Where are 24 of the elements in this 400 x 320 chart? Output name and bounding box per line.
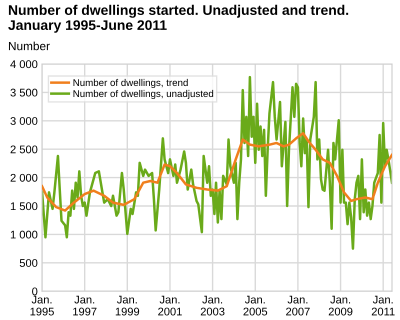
y-axis-title: Number — [8, 42, 50, 50]
legend-label: Number of dwellings, trend — [74, 78, 188, 88]
x-tick-label: Jan. 2011 — [372, 296, 395, 316]
y-tick-label: 1 500 — [10, 202, 38, 210]
x-tick-label: Jan. 2007 — [286, 296, 310, 316]
y-tick-label: 2 500 — [10, 145, 38, 154]
legend-label: Number of dwellings, unadjusted — [74, 90, 214, 99]
y-tick-label: 3 500 — [10, 88, 38, 97]
y-tick-label: 1 000 — [10, 230, 38, 239]
x-tick-label: Jan. 1995 — [30, 296, 54, 316]
line-series — [42, 76, 392, 250]
x-tick-label: Jan. 1997 — [73, 296, 96, 316]
chart-title: Number of dwellings started. Unadjusted and trend. January 1995-June 2011 — [8, 4, 348, 33]
y-tick-label: 2 000 — [10, 174, 38, 182]
y-tick-label: 0 — [32, 287, 38, 296]
x-tick-label: Jan. 2009 — [328, 296, 352, 316]
x-tick-label: Jan. 1999 — [116, 296, 140, 316]
x-tick-label: Jan. 2005 — [243, 296, 268, 316]
x-tick-label: Jan. 2001 — [158, 296, 182, 316]
line-series — [42, 132, 392, 212]
x-tick-label: Jan. 2003 — [200, 296, 224, 316]
y-tick-label: 500 — [20, 259, 38, 267]
y-tick-label: 3 000 — [10, 117, 38, 125]
y-tick-label: 4 000 — [10, 60, 38, 68]
